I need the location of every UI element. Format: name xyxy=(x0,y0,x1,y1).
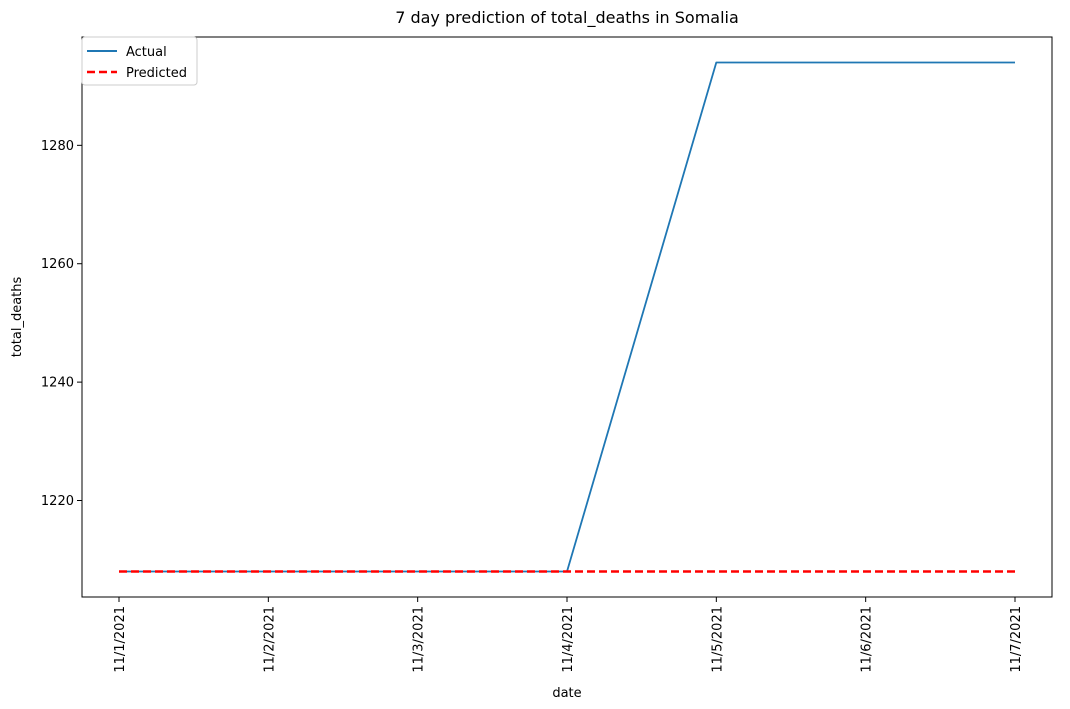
y-tick-label: 1260 xyxy=(41,257,74,272)
x-tick-label: 11/1/2021 xyxy=(113,606,128,673)
y-tick-label: 1240 xyxy=(41,376,74,391)
chart-title: 7 day prediction of total_deaths in Soma… xyxy=(395,8,739,28)
series-layer xyxy=(119,61,1015,573)
x-tick-label: 11/7/2021 xyxy=(1009,606,1024,673)
y-axis: 1220 1240 1260 1280 xyxy=(41,139,82,509)
legend-label-predicted: Predicted xyxy=(126,66,187,81)
y-axis-label: total_deaths xyxy=(10,277,25,358)
legend-box xyxy=(81,36,198,86)
legend: Actual Predicted xyxy=(81,36,198,86)
x-axis-label: date xyxy=(552,686,581,701)
legend-label-actual: Actual xyxy=(126,45,167,60)
x-tick-label: 11/2/2021 xyxy=(262,606,277,673)
x-axis: 11/1/2021 11/2/2021 11/3/2021 11/4/2021 11/5… xyxy=(113,597,1024,673)
y-tick-label: 1220 xyxy=(41,494,74,509)
x-tick-label: 11/4/2021 xyxy=(561,606,576,673)
y-tick-label: 1280 xyxy=(41,139,74,154)
x-tick-label: 11/6/2021 xyxy=(860,606,875,673)
series-line-actual xyxy=(119,61,1015,573)
plot-area-frame xyxy=(81,36,1053,598)
x-tick-label: 11/5/2021 xyxy=(710,606,725,673)
x-tick-label: 11/3/2021 xyxy=(412,606,427,673)
